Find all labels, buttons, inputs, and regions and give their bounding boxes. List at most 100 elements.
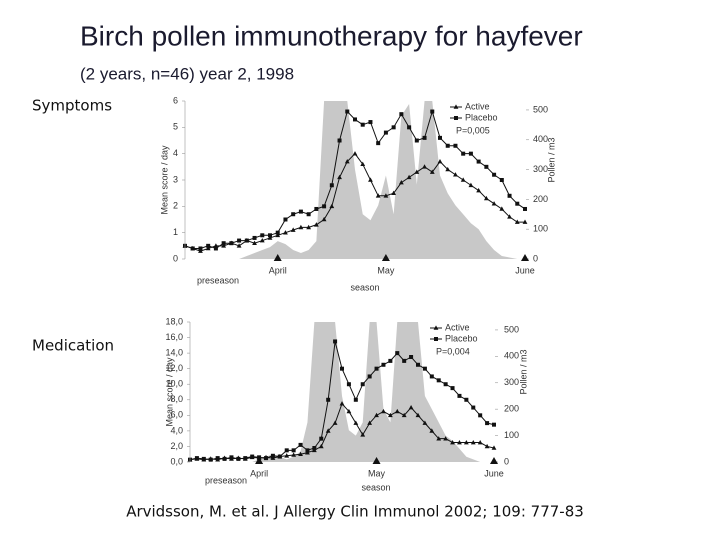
point-marker <box>298 442 303 447</box>
point-marker <box>388 358 393 363</box>
point-marker <box>213 246 218 251</box>
point-marker <box>437 158 443 164</box>
point-marker <box>491 201 497 206</box>
point-marker <box>215 456 220 461</box>
point-marker <box>275 230 280 235</box>
point-marker <box>374 412 379 418</box>
point-marker <box>329 183 334 188</box>
point-marker <box>374 366 379 371</box>
point-marker <box>375 193 381 198</box>
point-marker <box>468 182 474 188</box>
point-marker <box>492 172 497 177</box>
point-marker <box>383 130 388 135</box>
point-marker <box>470 439 476 445</box>
point-marker <box>515 201 520 206</box>
y-tick-label: 8,0 <box>170 394 183 404</box>
point-marker <box>283 217 288 222</box>
point-marker <box>222 456 227 461</box>
point-marker <box>306 212 311 217</box>
category-marker <box>490 457 498 464</box>
point-marker <box>298 224 304 230</box>
point-marker <box>236 243 242 248</box>
point-marker <box>407 125 412 130</box>
legend-marker <box>453 104 459 109</box>
point-marker <box>406 174 412 180</box>
point-marker <box>298 451 303 457</box>
slide-title: Birch pollen immunotherapy for hayfever <box>80 20 583 51</box>
point-marker <box>344 158 350 164</box>
point-marker <box>312 446 317 450</box>
point-marker <box>415 412 421 418</box>
y-tick-label: 5 <box>173 122 178 132</box>
point-marker <box>360 382 365 387</box>
point-marker <box>483 195 489 201</box>
point-marker <box>387 412 393 418</box>
point-marker <box>208 457 213 462</box>
y2-tick-label: 300 <box>504 377 519 387</box>
point-marker <box>314 206 319 211</box>
y2-tick-label: 0 <box>504 456 509 466</box>
pollen-area <box>190 322 494 462</box>
y-tick-label: 4 <box>173 148 178 158</box>
x-tick-label: June <box>484 468 504 478</box>
point-marker <box>464 397 469 402</box>
chart-label: Symptoms <box>32 97 112 115</box>
point-marker <box>399 112 404 117</box>
point-marker <box>221 241 226 246</box>
point-marker <box>414 169 420 174</box>
point-marker <box>353 117 357 122</box>
point-marker <box>391 125 396 130</box>
y-tick-label: 1 <box>173 227 178 237</box>
annotation: preseason <box>197 275 239 285</box>
point-marker <box>507 214 512 219</box>
y2-tick-label: 400 <box>533 134 548 144</box>
point-marker <box>453 143 458 148</box>
legend-marker <box>433 325 439 330</box>
point-marker <box>298 209 303 214</box>
point-marker <box>476 159 481 164</box>
point-marker <box>337 138 342 143</box>
point-marker <box>450 439 455 445</box>
point-marker <box>461 151 466 156</box>
point-marker <box>416 362 420 367</box>
point-marker <box>243 456 248 461</box>
point-marker <box>438 135 442 140</box>
point-marker <box>340 366 344 371</box>
point-marker <box>291 212 296 217</box>
point-marker <box>325 428 331 433</box>
point-marker <box>360 122 365 127</box>
point-marker <box>367 420 373 425</box>
point-marker <box>339 401 345 406</box>
point-marker <box>394 408 400 414</box>
y2-tick-label: 500 <box>504 324 519 334</box>
y2-axis-title: Pollen / m3 <box>546 137 556 182</box>
category-marker <box>381 254 390 261</box>
point-marker <box>360 161 366 166</box>
point-marker <box>492 422 496 427</box>
point-marker <box>229 455 234 460</box>
point-marker <box>381 408 386 414</box>
point-marker <box>445 143 450 148</box>
y2-tick-label: 100 <box>533 224 548 234</box>
point-marker <box>305 448 310 453</box>
point-marker <box>345 109 350 114</box>
point-marker <box>267 235 273 240</box>
x-axis-title: season <box>361 482 390 492</box>
point-marker <box>476 187 482 193</box>
legend-label: Placebo <box>465 112 498 122</box>
point-marker <box>283 230 288 235</box>
category-marker <box>273 254 282 261</box>
point-marker <box>319 436 324 441</box>
point-marker <box>436 378 441 383</box>
point-marker <box>507 193 512 198</box>
point-marker <box>221 243 227 248</box>
point-marker <box>277 454 282 459</box>
point-marker <box>499 178 504 182</box>
point-marker <box>194 456 199 461</box>
point-marker <box>491 445 497 450</box>
y-tick-label: 6,0 <box>170 410 183 420</box>
x-tick-label: April <box>250 468 268 478</box>
point-marker <box>332 420 338 425</box>
point-marker <box>430 109 435 114</box>
